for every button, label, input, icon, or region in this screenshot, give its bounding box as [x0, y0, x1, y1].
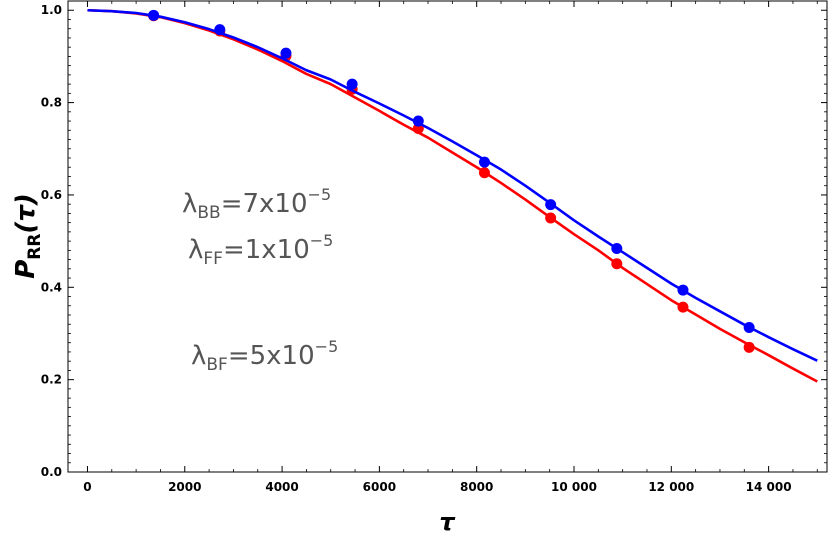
- x-tick-label: 10 000: [551, 480, 597, 494]
- annotation-bb-value: =7x10: [221, 189, 308, 219]
- y-tick-label: 0.0: [41, 465, 62, 479]
- series-point: [611, 243, 623, 255]
- y-axis-title-main: P: [11, 260, 41, 279]
- annotation-ff: λFF=1x10−5: [188, 231, 333, 269]
- y-tick-label: 1.0: [41, 3, 62, 17]
- x-tick-label: 8000: [460, 480, 493, 494]
- ticks-group: 0 2000 4000 6000 8000 10 000 12 000 14 000 0.0 0.…: [41, 1, 827, 494]
- annotation-ff-sub: FF: [203, 249, 223, 269]
- y-tick-label: 0.2: [41, 373, 62, 387]
- annotation-bb-exp: −5: [308, 185, 332, 204]
- x-tick-label: 0: [83, 480, 91, 494]
- series-point: [743, 321, 755, 333]
- x-tick-label: 2000: [168, 480, 201, 494]
- series-point: [148, 9, 160, 21]
- annotation-bf-symbol: λ: [191, 341, 206, 371]
- y-tick-label: 0.6: [41, 188, 62, 202]
- annotation-bb-sub: BB: [197, 203, 220, 223]
- series-line: [87, 8, 818, 362]
- annotation-ff-value: =1x10: [223, 235, 310, 265]
- series-point: [545, 212, 557, 224]
- annotation-bf-value: =5x10: [228, 341, 315, 371]
- annotation-bb-symbol: λ: [182, 189, 197, 219]
- series-point: [545, 199, 557, 211]
- annotation-ff-symbol: λ: [188, 235, 203, 265]
- y-axis-title-arg: (τ): [11, 193, 41, 233]
- series-point: [677, 301, 689, 313]
- y-axis-title-group: PRR(τ): [11, 193, 45, 279]
- annotation-bf-exp: −5: [315, 337, 339, 356]
- series-line: [87, 8, 818, 383]
- plot-frame: [67, 0, 828, 473]
- y-tick-label: 0.8: [41, 96, 62, 110]
- y-axis-title-sub: RR: [25, 234, 45, 260]
- series-point: [478, 156, 490, 168]
- series-point: [412, 115, 424, 127]
- annotation-bb: λBB=7x10−5: [182, 185, 331, 223]
- series-point: [280, 47, 292, 59]
- series-point: [214, 24, 226, 36]
- x-tick-label: 14 000: [746, 480, 792, 494]
- series-point: [743, 341, 755, 353]
- x-tick-label: 6000: [363, 480, 396, 494]
- y-tick-label: 0.4: [41, 280, 62, 294]
- series-point: [346, 78, 358, 90]
- x-tick-label: 4000: [265, 480, 298, 494]
- annotation-bf-sub: BF: [206, 355, 227, 375]
- series-group: [87, 8, 818, 383]
- annotation-bf: λBF=5x10−5: [191, 337, 338, 375]
- annotation-ff-exp: −5: [310, 231, 334, 250]
- x-tick-label: 12 000: [648, 480, 694, 494]
- series-point: [611, 258, 623, 270]
- y-axis-title: PRR(τ): [11, 193, 45, 279]
- series-point: [677, 284, 689, 296]
- series-point: [478, 167, 490, 179]
- x-axis-title: τ: [439, 508, 456, 536]
